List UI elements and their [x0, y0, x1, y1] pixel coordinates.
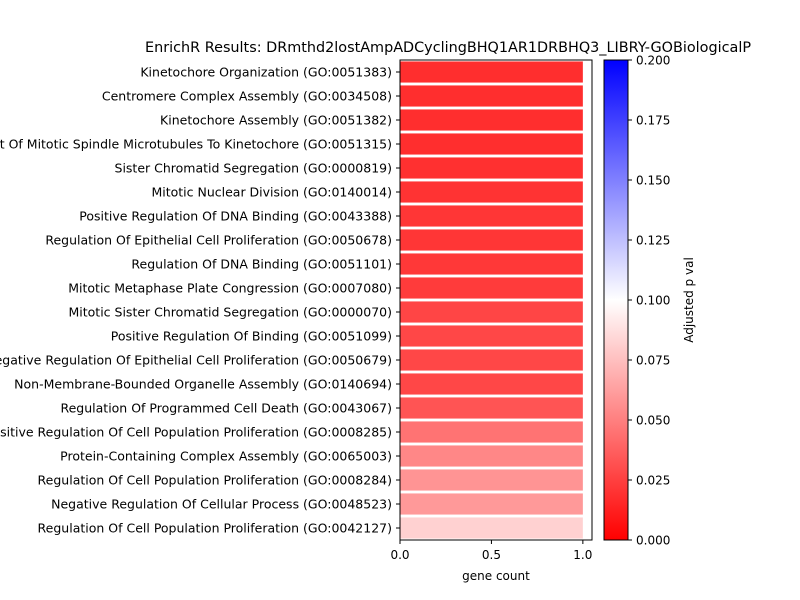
bar: [400, 493, 583, 515]
category-label: Positive Regulation Of Binding (GO:00510…: [111, 329, 392, 344]
bar: [400, 157, 583, 179]
bars-group: [400, 61, 583, 539]
colorbar-tick-label: 0.000: [636, 534, 670, 548]
category-label: Regulation Of DNA Binding (GO:0051101): [131, 257, 392, 272]
category-label: Kinetochore Assembly (GO:0051382): [160, 113, 392, 128]
colorbar-label: Adjusted p val: [682, 257, 696, 343]
bar: [400, 253, 583, 275]
bar: [400, 109, 583, 131]
colorbar-tick-label: 0.100: [636, 294, 670, 308]
category-label: Positive Regulation Of Cell Population P…: [0, 425, 392, 440]
bar: [400, 397, 583, 419]
colorbar-tick-label: 0.200: [636, 54, 670, 68]
category-label: Kinetochore Organization (GO:0051383): [140, 65, 392, 80]
bar: [400, 205, 583, 227]
category-label: Regulation Of Cell Population Proliferat…: [38, 473, 392, 488]
category-label: Centromere Complex Assembly (GO:0034508): [102, 89, 392, 104]
bar: [400, 85, 583, 107]
category-labels: Kinetochore Organization (GO:0051383) Cen…: [0, 65, 400, 536]
bar: [400, 181, 583, 203]
colorbar-tick-label: 0.050: [636, 414, 670, 428]
bar: [400, 61, 583, 83]
colorbar-tick-label: 0.150: [636, 174, 670, 188]
chart-title: EnrichR Results: DRmthd2lostAmpADCycling…: [145, 40, 751, 56]
category-label: Positive Regulation Of DNA Binding (GO:0…: [79, 209, 392, 224]
x-tick-label: 0.0: [390, 548, 409, 562]
plot-frame: [399, 59, 593, 541]
category-label: Negative Regulation Of Cellular Process …: [51, 497, 392, 512]
bar: [400, 229, 583, 251]
category-label: Regulation Of Epithelial Cell Proliferat…: [45, 233, 392, 248]
bar: [400, 373, 583, 395]
category-label: Negative Regulation Of Epithelial Cell P…: [0, 353, 392, 368]
bar: [400, 349, 583, 371]
colorbar-tick-label: 0.075: [636, 354, 670, 368]
category-label: Regulation Of Programmed Cell Death (GO:…: [60, 401, 392, 416]
category-label: Sister Chromatid Segregation (GO:0000819…: [115, 161, 392, 176]
colorbar: [603, 59, 629, 541]
colorbar-ticks: 0.000 0.025 0.050 0.075 0.100 0.125 0.150 0.175…: [628, 54, 670, 548]
x-tick-label: 1.0: [573, 548, 592, 562]
bar: [400, 277, 583, 299]
category-label: Mitotic Nuclear Division (GO:0140014): [151, 185, 392, 200]
category-label: Regulation Of Cell Population Proliferat…: [38, 521, 392, 536]
colorbar-tick-label: 0.125: [636, 234, 670, 248]
x-axis-label: gene count: [462, 569, 530, 583]
category-label: Mitotic Metaphase Plate Congression (GO:…: [68, 281, 392, 296]
bar: [400, 133, 583, 155]
bar: [400, 421, 583, 443]
category-label: Protein-Containing Complex Assembly (GO:…: [60, 449, 392, 464]
bar: [400, 325, 583, 347]
category-label: Attachment Of Mitotic Spindle Microtubul…: [0, 137, 392, 152]
bar: [400, 517, 583, 539]
category-label: Mitotic Sister Chromatid Segregation (GO…: [69, 305, 393, 320]
colorbar-tick-label: 0.025: [636, 474, 670, 488]
x-axis: 0.0 0.5 1.0: [390, 540, 592, 562]
x-tick-label: 0.5: [482, 548, 501, 562]
bar: [400, 445, 583, 467]
bar: [400, 301, 583, 323]
bar: [400, 469, 583, 491]
category-label: Non-Membrane-Bounded Organelle Assembly …: [14, 377, 392, 392]
colorbar-tick-label: 0.175: [636, 114, 670, 128]
